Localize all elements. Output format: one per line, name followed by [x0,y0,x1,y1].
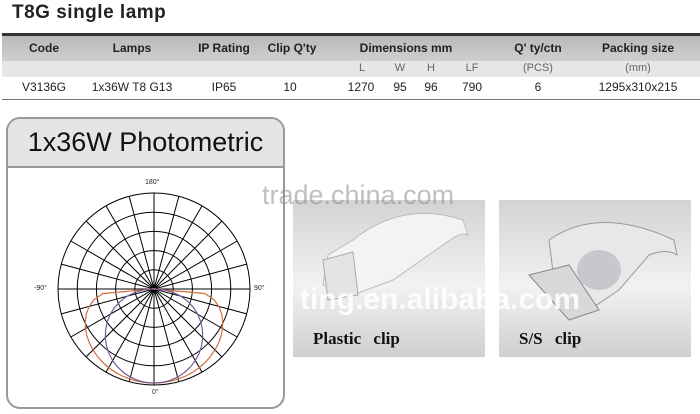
table-header [2,36,700,61]
sub-lf: LF [465,62,479,74]
curve-c90 [104,288,204,384]
header-dimensions: Dimensions mm [359,41,453,55]
plastic-clip-caption: Plastic clip [313,329,400,348]
header-packing: Packing size [601,41,675,55]
cell-qty: 6 [534,80,542,94]
cell-clip: 10 [283,80,297,94]
header-lamps: Lamps [112,41,152,55]
cell-lf: 790 [461,80,483,94]
header-ip: IP Rating [198,41,250,55]
photometric-header: 1x36W Photometric [8,119,283,168]
photometric-title: 1x36W Photometric [27,127,264,157]
header-code: Code [29,41,59,55]
label-180: 180° [145,179,160,186]
sub-h: H [427,62,435,74]
header-qty: Q' ty/ctn [514,41,562,55]
cell-h: 96 [424,80,438,94]
table-top-rule [2,33,700,36]
ss-clip-caption: S/S clip [519,329,582,348]
label-0: 0° [152,389,159,396]
cell-w: 95 [393,80,407,94]
cell-l: 1270 [347,80,375,94]
table-subheader [2,61,700,77]
ss-clip-image [528,222,678,321]
sub-qty: (PCS) [523,62,553,74]
sub-packing: (mm) [625,62,651,74]
cell-code: V3136G [21,80,67,94]
watermark-alibaba: ting.en.alibaba.com [300,283,581,316]
watermark-trade: trade.china.com [262,180,455,210]
table-bottom-rule [2,99,700,100]
sub-l: L [358,62,366,74]
label-minus-90: -90° [34,285,47,292]
cell-packing: 1295x310x215 [598,80,678,94]
photometric-panel: 1x36W Photometric 180° -90° 90° 0° [6,117,285,409]
sub-w: W [394,62,406,74]
header-clip: Clip Q'ty [267,41,317,55]
polar-diagram [57,192,251,386]
page-title: T8G single lamp [12,2,167,23]
label-90: 90° [254,285,265,292]
plastic-clip-panel: Plastic clip [293,200,485,357]
cell-lamps: 1x36W T8 G13 [91,80,173,94]
ss-clip-panel: S/S clip [499,200,691,357]
plastic-clip-image [322,212,469,301]
cell-ip: IP65 [211,80,237,94]
